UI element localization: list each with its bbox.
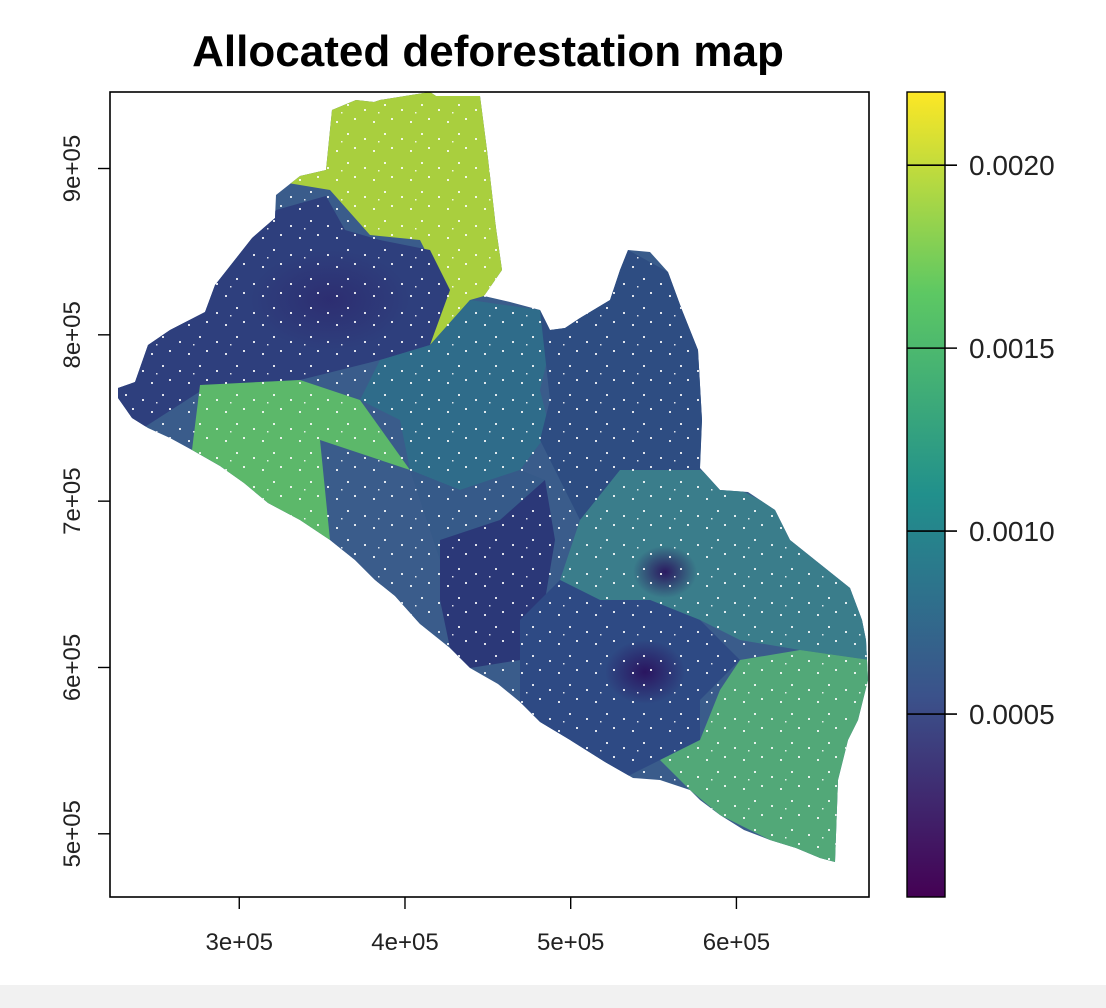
x-tick-label: 4e+05 bbox=[371, 929, 438, 956]
x-tick-label: 5e+05 bbox=[537, 929, 604, 956]
map-title: Allocated deforestation map bbox=[192, 27, 784, 76]
plot-frame bbox=[109, 91, 870, 898]
legend-tick-label: 0.0020 bbox=[969, 150, 1055, 181]
window-bottom-strip bbox=[0, 985, 1106, 1008]
no-data-speckle bbox=[118, 92, 868, 862]
y-axis: 5e+05 6e+05 7e+05 8e+05 9e+05 bbox=[59, 135, 110, 868]
y-tick-label: 6e+05 bbox=[59, 634, 86, 701]
legend-tick-label: 0.0015 bbox=[969, 333, 1055, 364]
map-raster bbox=[118, 92, 868, 862]
legend-ticks: 0.0005 0.0010 0.0015 0.0020 bbox=[907, 150, 1055, 730]
x-tick-label: 6e+05 bbox=[703, 929, 770, 956]
color-legend: 0.0005 0.0010 0.0015 0.0020 bbox=[906, 91, 1055, 898]
legend-tick-label: 0.0005 bbox=[969, 699, 1055, 730]
y-tick-label: 7e+05 bbox=[59, 467, 86, 534]
legend-tick-label: 0.0010 bbox=[969, 516, 1055, 547]
y-tick-label: 9e+05 bbox=[59, 135, 86, 202]
x-tick-label: 3e+05 bbox=[206, 929, 273, 956]
legend-colorbar bbox=[906, 91, 946, 898]
x-axis: 3e+05 4e+05 5e+05 6e+05 bbox=[206, 897, 770, 956]
y-tick-label: 8e+05 bbox=[59, 301, 86, 368]
y-tick-label: 5e+05 bbox=[59, 800, 86, 867]
